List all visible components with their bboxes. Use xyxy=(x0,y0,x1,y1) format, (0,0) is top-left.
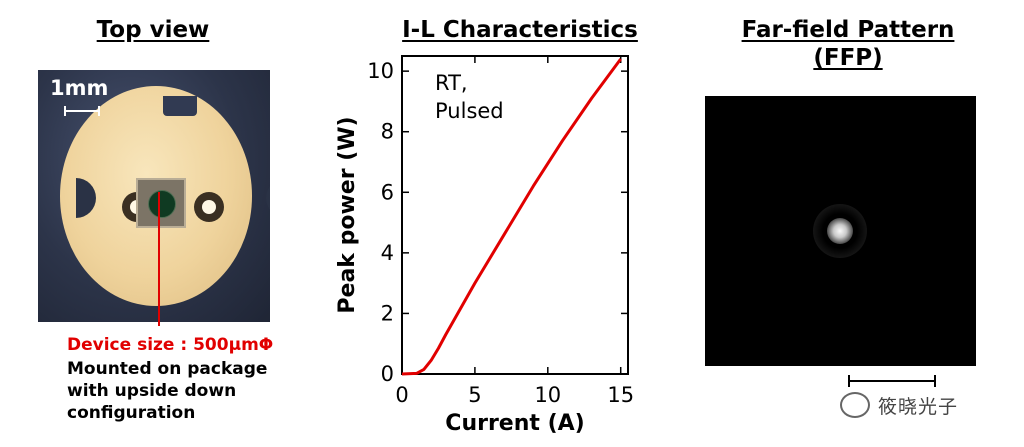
y-tick-label: 4 xyxy=(381,241,394,265)
mount-caption-line-3: configuration xyxy=(67,403,196,423)
device-photo: 1mm xyxy=(38,70,270,322)
wechat-icon xyxy=(840,392,870,418)
x-tick-label: 0 xyxy=(395,383,408,407)
y-axis-label: Peak power (W) xyxy=(335,116,360,313)
x-tick-label: 15 xyxy=(607,383,634,407)
x-tick-label: 10 xyxy=(534,383,561,407)
chip-submount xyxy=(136,178,186,228)
far-field-image xyxy=(705,96,976,366)
device-size-caption: Device size : 500μmΦ xyxy=(67,335,274,355)
top-notch xyxy=(163,96,197,116)
condition-annotation-line: RT, xyxy=(435,71,468,95)
plot-frame xyxy=(401,55,629,375)
il-chart: 0 5 10 15 0 2 4 6 8 10 Current (A) Peak power (W) RT… xyxy=(335,55,634,436)
mount-caption-line-1: Mounted on package xyxy=(67,359,268,379)
ffp-title: Far-field Pattern (FFP) xyxy=(708,16,988,72)
right-lug xyxy=(194,192,224,222)
package-disc xyxy=(60,86,270,306)
device-pointer-line xyxy=(158,192,160,326)
il-characteristics-title: I-L Characteristics xyxy=(402,17,638,43)
x-tick-label: 5 xyxy=(468,383,481,407)
left-notch xyxy=(76,178,96,218)
y-tick-label: 0 xyxy=(381,362,394,386)
far-field-spot xyxy=(827,218,853,244)
il-curve xyxy=(401,58,622,376)
ffp-title-line-1: Far-field Pattern xyxy=(741,17,955,43)
y-tick-label: 6 xyxy=(381,180,394,204)
watermark: 筱晓光子 xyxy=(838,388,998,424)
laser-chip xyxy=(148,190,176,218)
ffp-scale-bar xyxy=(848,375,936,387)
y-tick-label: 8 xyxy=(381,120,394,144)
condition-annotation-line: Pulsed xyxy=(435,99,504,123)
top-view-title: Top view xyxy=(96,17,210,43)
y-tick-label: 2 xyxy=(381,301,394,325)
mount-caption-line-2: with upside down xyxy=(67,381,237,401)
scale-bar xyxy=(64,106,100,116)
x-axis-label: Current (A) xyxy=(445,411,584,436)
y-tick-label: 10 xyxy=(367,59,394,83)
right-lug-hole xyxy=(202,200,216,214)
scale-bar-label: 1mm xyxy=(50,76,109,100)
ffp-title-line-2: (FFP) xyxy=(813,45,883,71)
right-notch xyxy=(266,178,270,218)
watermark-text: 筱晓光子 xyxy=(878,396,959,418)
